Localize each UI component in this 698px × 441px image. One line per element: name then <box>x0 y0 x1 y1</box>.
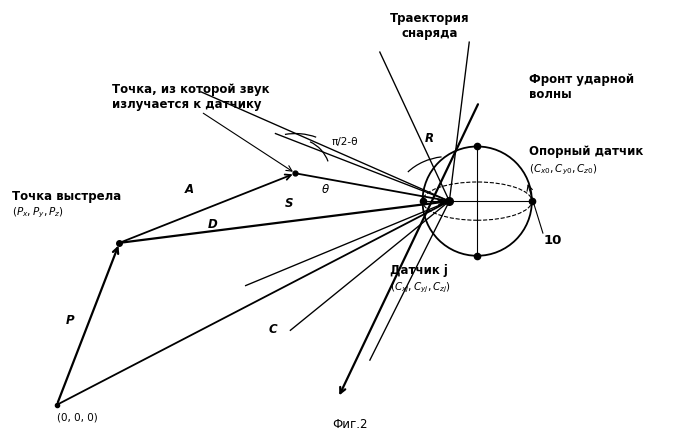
Text: (0, 0, 0): (0, 0, 0) <box>57 413 98 423</box>
Text: C: C <box>269 323 277 336</box>
Text: $(C_{xj}, C_{yj}, C_{zj})$: $(C_{xj}, C_{yj}, C_{zj})$ <box>389 280 451 295</box>
Text: Опорный датчик: Опорный датчик <box>529 145 643 158</box>
Text: D: D <box>207 218 217 231</box>
Text: R: R <box>425 131 434 145</box>
Text: A: A <box>185 183 194 196</box>
Text: θ: θ <box>322 183 329 196</box>
Text: $(C_{x0}, C_{y0}, C_{z0})$: $(C_{x0}, C_{y0}, C_{z0})$ <box>529 162 597 176</box>
Text: π/2-θ: π/2-θ <box>332 138 358 147</box>
Text: Датчик j: Датчик j <box>389 264 447 277</box>
Text: 10: 10 <box>544 234 562 247</box>
Text: Точка, из которой звук
излучается к датчику: Точка, из которой звук излучается к датч… <box>112 83 269 111</box>
Text: Точка выстрела: Точка выстрела <box>12 190 121 203</box>
Text: S: S <box>285 197 294 210</box>
Text: Траектория
снаряда: Траектория снаряда <box>389 12 469 40</box>
Text: Фиг.2: Фиг.2 <box>332 418 368 431</box>
Text: $(P_x, P_y, P_z)$: $(P_x, P_y, P_z)$ <box>12 206 64 220</box>
Text: P: P <box>66 314 75 327</box>
Text: Фронт ударной
волны: Фронт ударной волны <box>529 73 634 101</box>
